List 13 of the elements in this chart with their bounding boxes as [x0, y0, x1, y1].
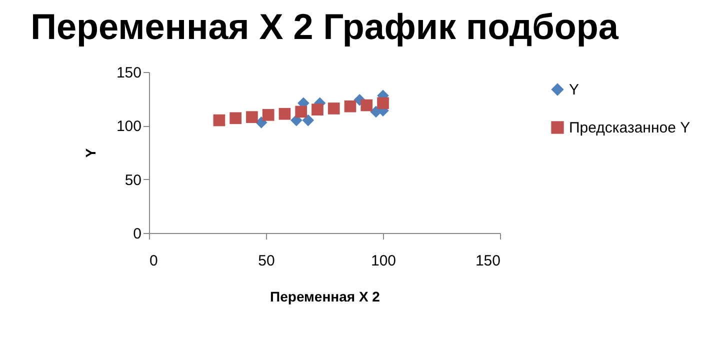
x-tick-label: 50 [258, 252, 275, 270]
y-tick-label: 50 [124, 172, 142, 189]
y-tick-label: 100 [116, 118, 142, 136]
y-tick-label: 150 [116, 64, 142, 82]
legend-label: Предсказанное Y [569, 120, 690, 136]
x-axis-title: Переменная X 2 [270, 288, 380, 304]
y-tick-label: 0 [133, 226, 142, 242]
legend-label: Y [569, 82, 580, 98]
x-tick-label: 100 [370, 252, 396, 270]
x-tick-label: 0 [150, 252, 158, 270]
x-tick-label: 150 [475, 252, 500, 270]
y-axis-title: Y [82, 148, 98, 158]
chart-title: Переменная X 2 График подбора [30, 6, 620, 47]
